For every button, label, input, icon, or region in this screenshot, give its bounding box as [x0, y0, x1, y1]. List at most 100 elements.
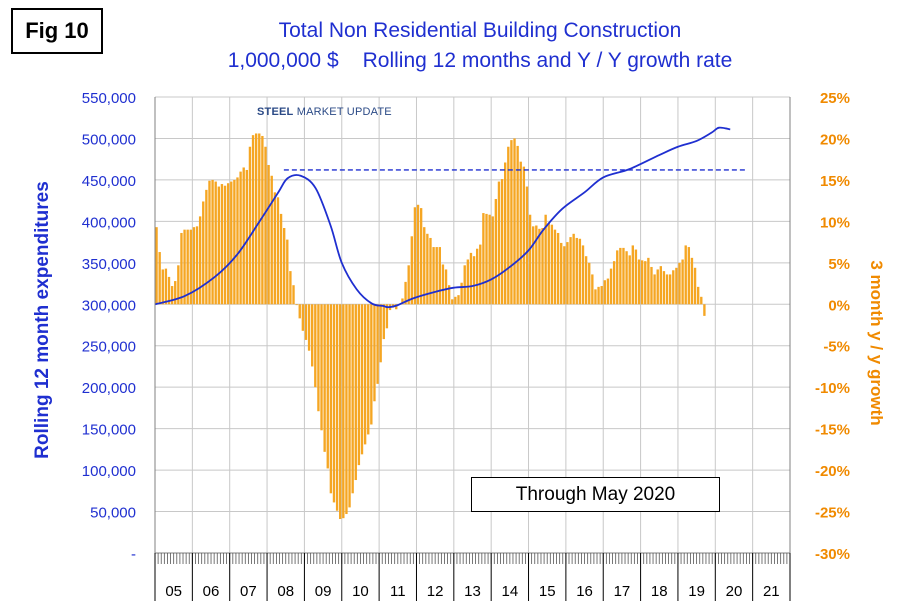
x-year-label: 21 [763, 583, 780, 600]
growth-bar [273, 192, 277, 305]
growth-bar [640, 260, 644, 305]
growth-bar [192, 227, 196, 305]
growth-bar [525, 186, 529, 305]
growth-bar [665, 274, 669, 305]
growth-bar [320, 304, 323, 431]
growth-bar [675, 267, 678, 305]
growth-bar [202, 201, 205, 305]
growth-bar [279, 213, 283, 305]
figure-label: Fig 10 [11, 8, 103, 54]
growth-bar [569, 237, 572, 305]
growth-bar [650, 266, 653, 305]
growth-bar [438, 247, 441, 305]
growth-bar [466, 259, 470, 305]
growth-bar [239, 171, 242, 305]
growth-bar [553, 229, 557, 305]
growth-bar [345, 304, 348, 515]
growth-bar [597, 286, 600, 305]
growth-bar [460, 282, 463, 305]
growth-bar [233, 179, 236, 305]
growth-bar [625, 251, 628, 305]
growth-bar [177, 265, 180, 305]
x-year-label: 12 [427, 583, 444, 600]
growth-bar [167, 276, 171, 305]
right-tick-label: 15% [820, 173, 850, 190]
x-year-label: 16 [576, 583, 593, 600]
growth-bar [357, 304, 361, 466]
growth-bar [441, 264, 445, 305]
right-tick-label: -10% [815, 380, 850, 397]
growth-bar [653, 274, 656, 305]
growth-bar [672, 270, 675, 305]
growth-bar [656, 269, 659, 305]
growth-bar [575, 237, 578, 305]
growth-bar [348, 304, 351, 508]
growth-bar [220, 184, 224, 305]
growth-bar [426, 233, 429, 305]
growth-bar [174, 281, 177, 305]
growth-bar [504, 162, 507, 305]
right-tick-label: -5% [823, 339, 850, 356]
left-tick-label: - [131, 546, 136, 563]
left-tick-label: 550,000 [82, 90, 136, 107]
growth-bar [550, 224, 554, 305]
right-tick-label: -30% [815, 546, 850, 563]
growth-bar [335, 304, 339, 511]
growth-bar [351, 304, 354, 494]
right-tick-label: -25% [815, 505, 850, 522]
growth-bar [578, 238, 582, 305]
growth-bar [687, 247, 691, 305]
growth-bar [703, 304, 706, 316]
growth-bar [404, 281, 407, 305]
growth-bar [376, 304, 379, 384]
growth-bar [519, 161, 522, 305]
growth-bar [700, 296, 703, 305]
growth-bar [500, 179, 504, 305]
growth-bar [264, 146, 267, 305]
growth-bar [584, 256, 588, 305]
growth-bar [628, 255, 631, 305]
growth-bar [254, 133, 258, 305]
growth-bar [560, 242, 563, 305]
through-date-box: Through May 2020 [471, 477, 720, 512]
growth-bar [339, 304, 342, 520]
growth-bar [612, 261, 616, 305]
x-year-label: 17 [614, 583, 631, 600]
x-year-label: 07 [240, 583, 257, 600]
growth-bar [373, 304, 376, 402]
x-axis: 05 06 07 08 09 10 11 12 13 14 15 16 17 18 19 20 21 [154, 553, 791, 601]
growth-bar [609, 268, 613, 305]
right-axis-label: 3 month y / y growth [867, 260, 886, 426]
growth-bar [541, 227, 544, 305]
growth-bar [245, 169, 249, 305]
growth-bar [488, 214, 491, 305]
growth-bar [223, 185, 227, 305]
growth-bar [690, 257, 694, 305]
x-year-label: 15 [539, 583, 556, 600]
right-tick-label: -20% [815, 463, 850, 480]
growth-bar [482, 213, 485, 305]
chart-subtitle: 1,000,000 $ Rolling 12 months and Y / Y g… [160, 49, 800, 73]
growth-bar [532, 226, 535, 305]
right-axis-ticks: -30% -25% -20% -15% -10% -5% 0% 5% 10% 15% 20% 25% [815, 90, 850, 563]
growth-bar [186, 229, 189, 305]
growth-bar [563, 246, 566, 305]
growth-bar [547, 223, 550, 305]
x-year-label: 11 [390, 583, 406, 600]
growth-bar [251, 135, 255, 305]
right-tick-label: 10% [820, 214, 850, 231]
subtitle-units: 1,000,000 $ [227, 49, 339, 72]
growth-bar [566, 242, 569, 305]
growth-bars [155, 133, 706, 520]
growth-bar [634, 249, 638, 305]
growth-bar [242, 167, 245, 305]
growth-bar [385, 304, 389, 329]
x-year-label: 13 [464, 583, 481, 600]
growth-bar [544, 214, 547, 305]
growth-bar [363, 304, 367, 445]
x-year-label: 20 [726, 583, 743, 600]
growth-bar [538, 228, 541, 305]
growth-bar [301, 304, 305, 331]
growth-bar [382, 304, 385, 340]
right-tick-label: 25% [820, 90, 850, 107]
